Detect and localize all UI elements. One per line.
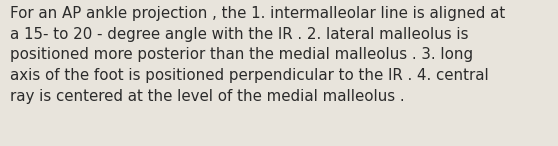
Text: For an AP ankle projection , the 1. intermalleolar line is aligned at
a 15- to 2: For an AP ankle projection , the 1. inte… [10, 6, 506, 104]
